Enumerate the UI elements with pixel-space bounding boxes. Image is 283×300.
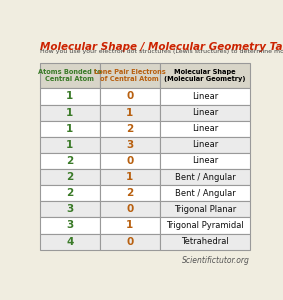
- Text: 0: 0: [126, 204, 133, 214]
- Text: 1: 1: [66, 92, 73, 101]
- Bar: [100, 137, 160, 153]
- Bar: [40, 63, 100, 88]
- Text: 0: 0: [126, 156, 133, 166]
- Text: 1: 1: [66, 124, 73, 134]
- Bar: [40, 233, 100, 250]
- Bar: [100, 104, 160, 121]
- Text: Trigonal Pyramidal: Trigonal Pyramidal: [166, 221, 244, 230]
- Bar: [160, 137, 250, 153]
- Text: Linear: Linear: [192, 124, 218, 133]
- Text: 2: 2: [66, 156, 73, 166]
- Text: 1: 1: [126, 172, 133, 182]
- Text: Lone Pair Electrons
of Central Atom: Lone Pair Electrons of Central Atom: [94, 69, 166, 82]
- Bar: [100, 185, 160, 201]
- Text: 1: 1: [126, 108, 133, 118]
- Bar: [100, 63, 160, 88]
- Bar: [160, 63, 250, 88]
- Text: 2: 2: [126, 188, 133, 198]
- Text: 1: 1: [66, 108, 73, 118]
- Text: Bent / Angular: Bent / Angular: [175, 172, 235, 182]
- Bar: [40, 104, 100, 121]
- Bar: [160, 104, 250, 121]
- Text: 0: 0: [126, 92, 133, 101]
- Text: How you use your electron dot structures (Lewis structures) to determine molecul: How you use your electron dot structures…: [40, 49, 283, 54]
- Bar: [160, 169, 250, 185]
- Bar: [100, 233, 160, 250]
- Text: 4: 4: [66, 237, 74, 247]
- Text: Molecular Shape
(Molecular Geometry): Molecular Shape (Molecular Geometry): [164, 69, 246, 82]
- Bar: [160, 201, 250, 218]
- Text: Trigonal Planar: Trigonal Planar: [174, 205, 236, 214]
- Bar: [40, 169, 100, 185]
- Bar: [160, 233, 250, 250]
- Text: Atoms Bonded to
Central Atom: Atoms Bonded to Central Atom: [38, 69, 102, 82]
- Bar: [100, 169, 160, 185]
- Bar: [40, 185, 100, 201]
- Bar: [100, 218, 160, 233]
- Bar: [100, 121, 160, 137]
- Bar: [40, 88, 100, 104]
- Bar: [100, 153, 160, 169]
- Text: 0: 0: [126, 237, 133, 247]
- Bar: [160, 88, 250, 104]
- Text: 2: 2: [66, 188, 73, 198]
- Text: Scientifictutor.org: Scientifictutor.org: [183, 256, 250, 265]
- Text: Tetrahedral: Tetrahedral: [181, 237, 229, 246]
- Bar: [100, 201, 160, 218]
- Text: Linear: Linear: [192, 140, 218, 149]
- Bar: [160, 185, 250, 201]
- Bar: [40, 153, 100, 169]
- Bar: [40, 201, 100, 218]
- Text: Molecular Shape / Molecular Geometry Table:: Molecular Shape / Molecular Geometry Tab…: [40, 42, 283, 52]
- Text: Linear: Linear: [192, 92, 218, 101]
- Text: 2: 2: [66, 172, 73, 182]
- Text: Linear: Linear: [192, 157, 218, 166]
- Bar: [160, 218, 250, 233]
- Text: Linear: Linear: [192, 108, 218, 117]
- Bar: [160, 153, 250, 169]
- Text: 3: 3: [66, 204, 73, 214]
- Bar: [40, 121, 100, 137]
- Text: 1: 1: [126, 220, 133, 230]
- Text: 1: 1: [66, 140, 73, 150]
- Text: 3: 3: [126, 140, 133, 150]
- Bar: [40, 137, 100, 153]
- Text: Bent / Angular: Bent / Angular: [175, 189, 235, 198]
- Bar: [100, 88, 160, 104]
- Bar: [160, 121, 250, 137]
- Bar: [40, 218, 100, 233]
- Text: 3: 3: [66, 220, 73, 230]
- Text: 2: 2: [126, 124, 133, 134]
